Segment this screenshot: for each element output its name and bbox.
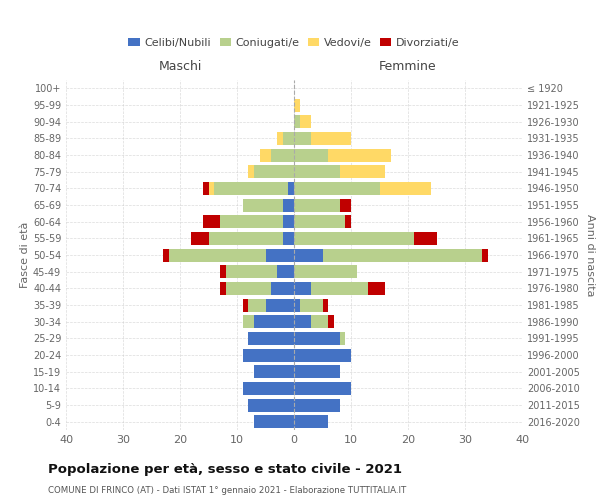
Bar — [248, 332, 294, 345]
Bar — [294, 365, 340, 378]
Bar — [283, 215, 294, 228]
Legend: Celibi/Nubili, Coniugati/e, Vedovi/e, Divorziati/e: Celibi/Nubili, Coniugati/e, Vedovi/e, Di… — [124, 33, 464, 52]
Bar — [294, 415, 328, 428]
Bar — [242, 382, 294, 395]
Bar — [254, 365, 294, 378]
Bar — [243, 198, 283, 211]
Bar — [294, 148, 328, 162]
Bar — [294, 165, 340, 178]
Bar — [340, 165, 385, 178]
Bar — [340, 332, 346, 345]
Bar — [340, 198, 351, 211]
Bar — [294, 248, 323, 262]
Bar — [368, 282, 385, 295]
Bar — [191, 232, 209, 245]
Y-axis label: Anni di nascita: Anni di nascita — [585, 214, 595, 296]
Bar — [226, 282, 271, 295]
Bar — [283, 232, 294, 245]
Bar — [294, 382, 351, 395]
Text: Popolazione per età, sesso e stato civile - 2021: Popolazione per età, sesso e stato civil… — [48, 462, 402, 475]
Bar — [242, 315, 254, 328]
Bar — [294, 132, 311, 145]
Bar — [294, 298, 300, 312]
Bar — [294, 265, 356, 278]
Bar — [311, 315, 328, 328]
Bar — [328, 148, 391, 162]
Bar — [294, 315, 311, 328]
Bar — [226, 265, 277, 278]
Bar — [248, 398, 294, 411]
Bar — [277, 132, 283, 145]
Bar — [209, 182, 214, 195]
Bar — [300, 115, 311, 128]
Bar — [220, 265, 226, 278]
Y-axis label: Fasce di età: Fasce di età — [20, 222, 30, 288]
Bar — [294, 98, 300, 112]
Bar — [203, 215, 220, 228]
Bar — [323, 248, 482, 262]
Bar — [346, 215, 351, 228]
Bar — [323, 298, 328, 312]
Bar — [209, 232, 283, 245]
Bar — [294, 348, 351, 362]
Bar — [328, 315, 334, 328]
Bar — [265, 248, 294, 262]
Bar — [248, 165, 254, 178]
Bar — [294, 198, 340, 211]
Bar — [294, 182, 380, 195]
Bar — [220, 282, 226, 295]
Bar — [243, 298, 248, 312]
Bar — [300, 298, 323, 312]
Bar — [414, 232, 437, 245]
Bar — [271, 282, 294, 295]
Bar — [294, 282, 311, 295]
Bar — [277, 265, 294, 278]
Bar — [311, 282, 368, 295]
Bar — [294, 398, 340, 411]
Bar — [311, 132, 351, 145]
Bar — [289, 182, 294, 195]
Bar — [482, 248, 488, 262]
Bar — [294, 232, 414, 245]
Bar — [283, 132, 294, 145]
Bar — [163, 248, 169, 262]
Bar — [265, 298, 294, 312]
Bar — [294, 115, 300, 128]
Bar — [294, 332, 340, 345]
Bar — [169, 248, 265, 262]
Bar — [214, 182, 289, 195]
Text: COMUNE DI FRINCO (AT) - Dati ISTAT 1° gennaio 2021 - Elaborazione TUTTITALIA.IT: COMUNE DI FRINCO (AT) - Dati ISTAT 1° ge… — [48, 486, 406, 495]
Bar — [294, 215, 346, 228]
Bar — [203, 182, 209, 195]
Bar — [254, 415, 294, 428]
Bar — [380, 182, 431, 195]
Bar — [248, 298, 265, 312]
Bar — [283, 198, 294, 211]
Bar — [242, 348, 294, 362]
Bar — [254, 165, 294, 178]
Bar — [271, 148, 294, 162]
Bar — [260, 148, 271, 162]
Bar — [254, 315, 294, 328]
Text: Femmine: Femmine — [379, 60, 437, 74]
Text: Maschi: Maschi — [158, 60, 202, 74]
Bar — [220, 215, 283, 228]
